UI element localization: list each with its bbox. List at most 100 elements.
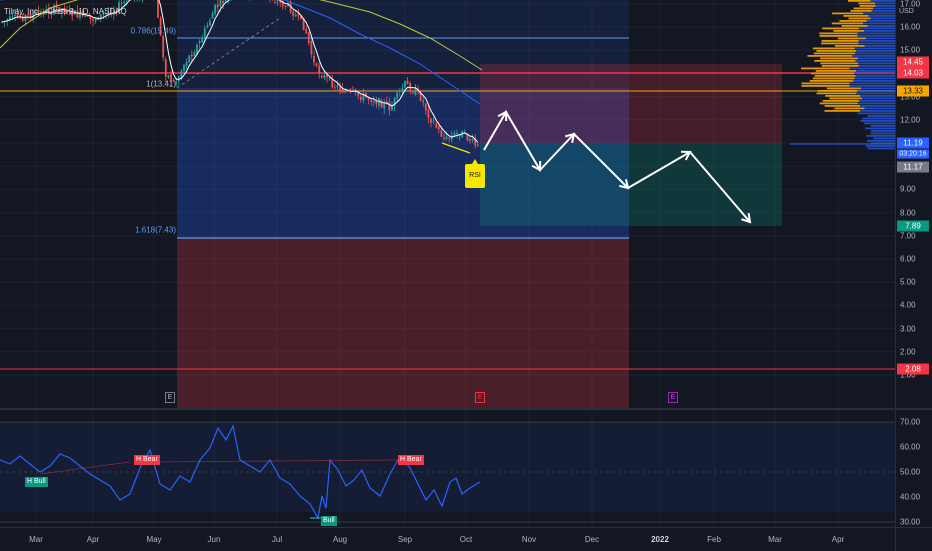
volume-profile-bar [871, 130, 895, 132]
volume-profile-bar [820, 58, 858, 60]
candle-body [430, 119, 432, 123]
rsi-canvas[interactable] [0, 410, 895, 527]
volume-profile-bar [825, 105, 860, 107]
candle-body [183, 65, 185, 71]
candle-body [329, 78, 331, 79]
h-bull-label: H Bull [25, 477, 48, 487]
price-tick: 15.00 [900, 46, 920, 55]
volume-profile-bar [867, 20, 895, 22]
time-tick: Dec [585, 535, 599, 544]
candle-body [425, 104, 427, 111]
volume-profile-bar [870, 133, 895, 135]
volume-profile-bar [827, 88, 861, 90]
candle-body [448, 137, 450, 138]
candle-body [407, 81, 409, 85]
candle-body [199, 41, 201, 43]
chart-title[interactable]: Tilray, Inc. - Class 2, 1D, NASDAQ [4, 7, 127, 16]
volume-profile-bar [820, 63, 858, 65]
candle-body [308, 32, 310, 43]
candle-body [186, 62, 188, 66]
volume-profile-bar [850, 85, 895, 87]
candle-body [277, 0, 279, 1]
candle-body [443, 138, 445, 139]
volume-profile-bar [865, 128, 895, 130]
candle-body [318, 66, 320, 74]
volume-profile-bar [859, 28, 895, 30]
price-tick: 6.00 [900, 255, 916, 264]
candle-body [222, 1, 224, 4]
volume-profile-bar [832, 13, 863, 15]
volume-profile-bar [862, 118, 895, 120]
candle-body [399, 91, 401, 92]
candle-body [334, 87, 336, 88]
volume-profile-bar [835, 45, 865, 47]
rsi-band [0, 422, 895, 512]
volume-profile-bar [821, 43, 858, 45]
candle-body [451, 136, 453, 140]
rsi-pane[interactable]: H Bull H Bear H Bear Bull [0, 410, 895, 527]
volume-profile-bar [838, 38, 866, 40]
volume-profile-bar [851, 10, 872, 12]
candle-body [331, 79, 333, 87]
candle-body [441, 130, 443, 136]
candle-body [19, 17, 21, 18]
time-tick: Nov [522, 535, 536, 544]
price-tick: 3.00 [900, 324, 916, 333]
volume-profile-bar [868, 115, 895, 117]
target-zone [480, 144, 782, 226]
volume-profile-bar [801, 85, 849, 87]
earnings-marker-jan[interactable]: E [668, 392, 678, 403]
volume-profile-bar [813, 78, 855, 80]
candle-body [225, 0, 227, 2]
volume-profile-bar [822, 65, 859, 67]
volume-profile-bar [860, 95, 895, 97]
volume-profile-bar [858, 3, 875, 5]
volume-profile-bar [820, 103, 858, 105]
price-tick: 8.00 [900, 208, 916, 217]
price-tick: 4.00 [900, 301, 916, 310]
price-tick: 5.00 [900, 278, 916, 287]
fib-label-1: 1(13.41) [146, 80, 176, 89]
volume-profile-bar [866, 145, 895, 147]
h-bear-label-2: H Bear [398, 455, 424, 465]
price-chart-canvas[interactable] [0, 0, 895, 408]
volume-profile-bar [872, 10, 895, 12]
fib-label-1618: 1.618(7.43) [135, 226, 176, 235]
earnings-marker-may[interactable]: E [165, 392, 175, 403]
candle-body [435, 123, 437, 127]
time-tick: Mar [768, 535, 782, 544]
volume-profile-bar [866, 135, 895, 137]
candle-body [201, 38, 203, 43]
price-chart-pane[interactable]: Tilray, Inc. - Class 2, 1D, NASDAQ 0.786… [0, 0, 895, 408]
rsi-annotation-badge[interactable]: RSI [465, 164, 485, 188]
h-bear-label-1: H Bear [134, 455, 160, 465]
price-tick: 9.00 [900, 185, 916, 194]
volume-profile-bar [854, 73, 895, 75]
earnings-marker-oct[interactable]: E [475, 392, 485, 403]
candle-body [412, 92, 414, 93]
volume-profile-bar [871, 125, 895, 127]
volume-profile-bar [858, 35, 895, 37]
candle-body [321, 76, 323, 78]
candle-body [95, 19, 97, 22]
candle-body [12, 16, 14, 17]
candle-body [337, 85, 339, 87]
candle-body [373, 102, 375, 103]
time-tick: Apr [832, 535, 844, 544]
volume-profile-bar [855, 60, 895, 62]
volume-profile-bar [873, 138, 895, 140]
candle-body [438, 126, 440, 129]
volume-profile-bar [864, 123, 895, 125]
candle-body [370, 100, 372, 102]
volume-profile-bar [822, 40, 859, 42]
price-label-orange: 13.33 [897, 86, 929, 97]
rsi-tick: 30.00 [900, 518, 920, 527]
volume-profile-bar [825, 110, 860, 112]
volume-profile-bar [866, 38, 895, 40]
volume-profile-bar [860, 110, 895, 112]
volume-profile-bar [864, 30, 895, 32]
candle-body [214, 5, 216, 14]
candle-body [324, 75, 326, 78]
